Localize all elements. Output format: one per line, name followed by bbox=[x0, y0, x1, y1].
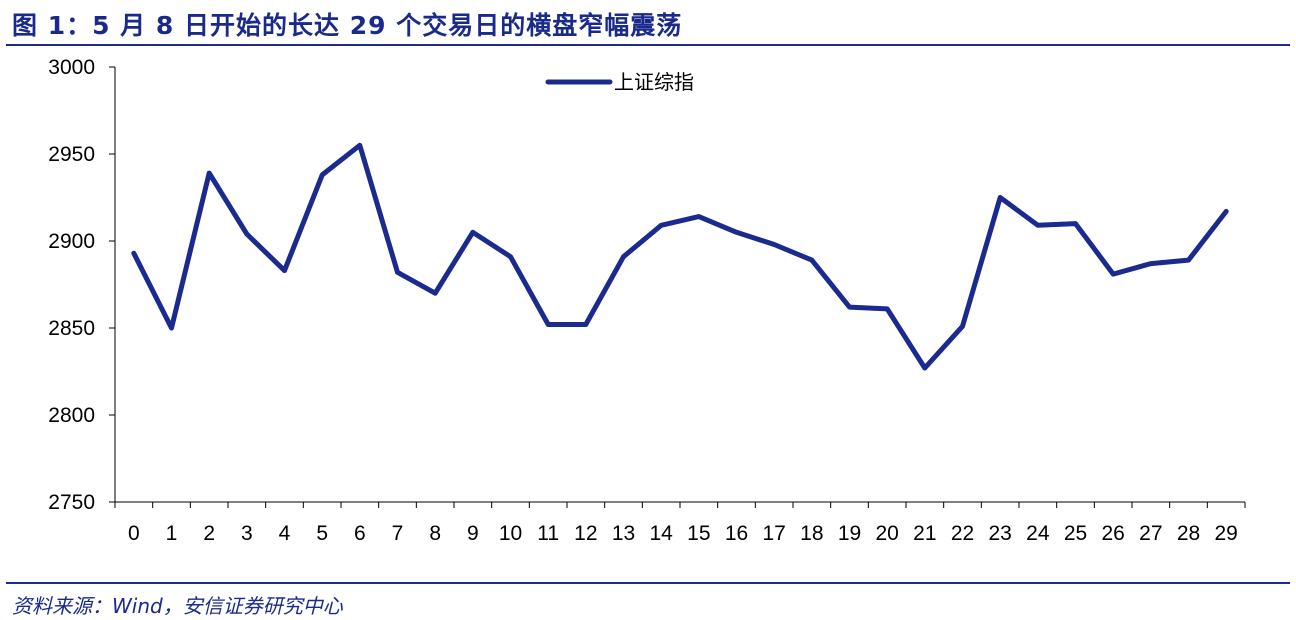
data-point bbox=[131, 250, 137, 256]
data-point bbox=[658, 223, 664, 228]
x-tick-label: 19 bbox=[838, 522, 861, 545]
y-axis-ticks: 2750 2800 2850 2900 2950 3000 bbox=[48, 56, 115, 514]
x-axis-ticks: 0 1 2 3 4 5 6 7 8 9 10 11 12 13 14 15 16 17 18 19 20 21 22 23 24… bbox=[114, 502, 1246, 545]
data-point bbox=[847, 304, 852, 310]
data-point bbox=[884, 306, 890, 312]
data-point bbox=[1223, 209, 1229, 214]
legend-label: 上证综指 bbox=[614, 70, 694, 94]
series-layer bbox=[131, 142, 1229, 371]
data-point bbox=[395, 270, 400, 275]
x-tick-label: 9 bbox=[467, 522, 479, 545]
x-tick-label: 13 bbox=[612, 522, 635, 545]
data-point bbox=[922, 365, 928, 371]
x-tick-label: 24 bbox=[1026, 522, 1050, 545]
data-point bbox=[583, 322, 589, 327]
data-point bbox=[545, 322, 551, 327]
x-tick-label: 17 bbox=[762, 522, 785, 545]
x-tick-label: 3 bbox=[241, 522, 253, 545]
x-tick-label: 5 bbox=[316, 522, 328, 545]
title-divider bbox=[6, 44, 1290, 46]
y-tick-label: 2950 bbox=[48, 143, 95, 166]
x-tick-label: 15 bbox=[687, 522, 710, 545]
x-tick-label: 28 bbox=[1177, 522, 1200, 545]
chart-axes bbox=[114, 67, 1245, 503]
x-tick-label: 11 bbox=[537, 522, 559, 545]
data-point bbox=[508, 254, 513, 259]
y-tick-label: 3000 bbox=[48, 56, 95, 79]
series-line bbox=[131, 142, 1229, 371]
data-point bbox=[960, 324, 965, 329]
source-note: 资料来源：Wind，安信证券研究中心 bbox=[12, 594, 343, 618]
data-point bbox=[319, 172, 325, 178]
x-tick-label: 7 bbox=[392, 522, 404, 545]
data-point bbox=[470, 230, 476, 235]
chart-legend: 上证综指 bbox=[545, 70, 694, 94]
data-point bbox=[1035, 223, 1041, 228]
data-point bbox=[1186, 257, 1191, 263]
y-tick-label: 2800 bbox=[48, 404, 95, 427]
data-point bbox=[809, 257, 815, 263]
x-tick-label: 16 bbox=[725, 522, 748, 545]
x-tick-label: 2 bbox=[203, 522, 215, 545]
x-tick-label: 8 bbox=[429, 522, 441, 545]
x-tick-label: 1 bbox=[166, 522, 178, 545]
x-tick-label: 4 bbox=[279, 522, 291, 545]
x-tick-label: 12 bbox=[574, 522, 597, 545]
x-tick-label: 14 bbox=[649, 522, 673, 545]
x-tick-label: 20 bbox=[875, 522, 898, 545]
data-point bbox=[169, 325, 174, 331]
footer-divider bbox=[6, 582, 1290, 584]
figure-title: 图 1：5 月 8 日开始的长达 29 个交易日的横盘窄幅震荡 bbox=[12, 11, 683, 40]
data-point bbox=[206, 170, 212, 176]
x-tick-label: 10 bbox=[499, 522, 522, 545]
data-point bbox=[1148, 261, 1154, 266]
y-tick-label: 2900 bbox=[48, 230, 95, 253]
data-point bbox=[1073, 221, 1078, 226]
x-tick-label: 29 bbox=[1214, 522, 1237, 545]
x-tick-label: 22 bbox=[951, 522, 974, 545]
data-point bbox=[771, 242, 777, 247]
y-tick-label: 2750 bbox=[48, 491, 95, 514]
x-tick-label: 6 bbox=[354, 522, 366, 545]
data-point bbox=[621, 254, 626, 259]
data-point bbox=[696, 214, 702, 219]
data-point bbox=[244, 231, 250, 237]
x-tick-label: 25 bbox=[1064, 522, 1087, 545]
data-point bbox=[997, 195, 1003, 200]
x-tick-label: 23 bbox=[988, 522, 1011, 545]
x-tick-label: 27 bbox=[1139, 522, 1162, 545]
x-tick-label: 21 bbox=[913, 522, 936, 545]
y-tick-label: 2850 bbox=[48, 317, 95, 340]
x-tick-label: 18 bbox=[800, 522, 823, 545]
x-tick-label: 26 bbox=[1101, 522, 1124, 545]
data-point bbox=[432, 291, 438, 296]
data-point bbox=[282, 268, 287, 273]
x-tick-label: 0 bbox=[128, 522, 140, 545]
data-point bbox=[357, 143, 363, 148]
data-point bbox=[734, 230, 739, 235]
data-point bbox=[1110, 271, 1116, 277]
